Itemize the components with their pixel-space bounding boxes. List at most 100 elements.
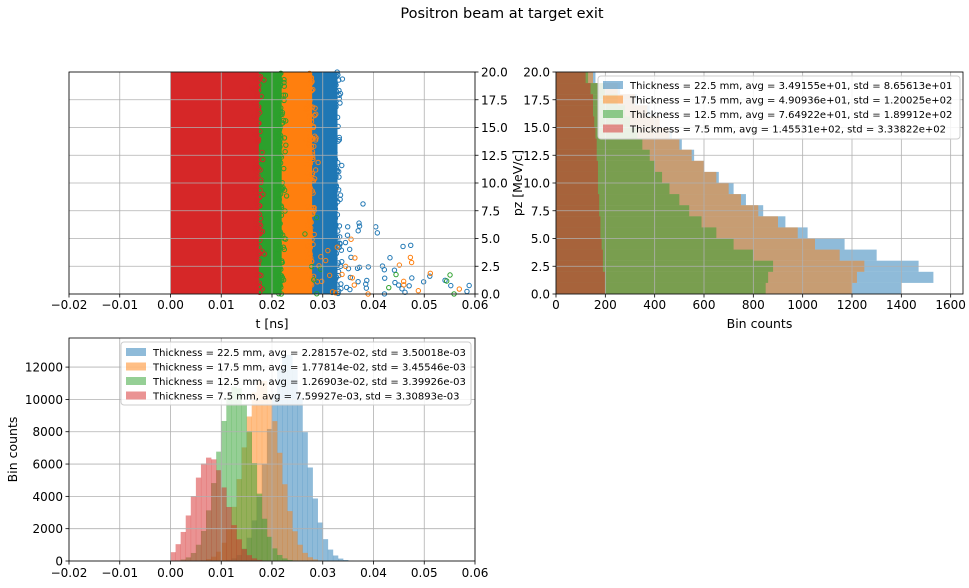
- scatter-point-t17: [415, 288, 422, 294]
- scatter-point-t7: [255, 112, 261, 118]
- pz-hist-bar-t12: [556, 282, 766, 294]
- time-x-tick-label: 0.04: [360, 566, 387, 580]
- time-x-tick-label: 0.06: [462, 566, 489, 580]
- scatter-point-t7: [257, 228, 264, 234]
- scatter-point-t22: [347, 286, 353, 293]
- pz-x-tick-label: 1400: [886, 298, 917, 312]
- time-hist-bar-t12: [261, 518, 268, 561]
- scatter-point-t7: [252, 175, 258, 182]
- pz-hist-bar-t7: [556, 171, 598, 183]
- scatter-point-t12: [281, 135, 288, 141]
- pz-y-tick-label: 20.0: [523, 66, 550, 80]
- scatter-point-t22: [336, 174, 342, 180]
- scatter-point-t22: [337, 234, 343, 240]
- scatter-point-t22: [334, 234, 341, 240]
- scatter-point-t22: [356, 223, 363, 229]
- pz-legend-entry: Thickness = 17.5 mm, avg = 4.90936e+01, …: [629, 96, 952, 107]
- scatter-point-t12: [273, 251, 280, 258]
- pz-hist-bar-t7: [556, 105, 593, 117]
- scatter-point-t12: [280, 117, 287, 124]
- pz-legend-entry: Thickness = 12.5 mm, avg = 7.64922e+01, …: [629, 110, 952, 121]
- scatter-point-t22: [336, 96, 342, 102]
- pz-y-tick-label: 10.0: [523, 177, 550, 191]
- scatter-point-t17: [305, 203, 311, 210]
- scatter-x-tick-label: −0.02: [51, 298, 88, 312]
- scatter-point-t7: [261, 77, 267, 83]
- time-legend-box: [120, 341, 472, 406]
- scatter-point-t22: [332, 204, 338, 210]
- time-hist-bar-t12: [282, 558, 288, 561]
- pz-hist-bar-t7: [556, 238, 602, 250]
- scatter-point-t22: [392, 279, 398, 286]
- scatter-point-t22: [381, 267, 388, 273]
- time-legend-swatch-t12: [126, 377, 146, 385]
- pz-y-tick-label: 15.0: [523, 121, 550, 135]
- time-y-tick-label: 2000: [32, 522, 63, 536]
- scatter-point-t7: [252, 190, 259, 196]
- scatter-point-t22: [360, 201, 366, 207]
- time-hist-bar-t7: [226, 507, 232, 561]
- scatter-point-t22: [346, 246, 353, 253]
- pz-hist-bar-t12: [556, 227, 717, 239]
- scatter-point-t12: [278, 186, 284, 192]
- scatter-point-t7: [255, 73, 261, 79]
- scatter-y-tick-label: 12.5: [481, 149, 508, 163]
- time-hist-bar-t17: [287, 511, 293, 561]
- scatter-point-t22: [364, 277, 370, 284]
- scatter-point-t12: [280, 277, 287, 283]
- time-hist-bar-t12: [256, 493, 263, 561]
- scatter-point-t17: [308, 143, 315, 149]
- time-hist-bar-t7: [195, 477, 202, 561]
- scatter-point-t17: [309, 170, 316, 177]
- scatter-point-t17: [310, 123, 317, 130]
- scatter-point-t22: [391, 267, 398, 273]
- scatter-point-t7: [254, 138, 261, 145]
- time-hist-bar-t17: [312, 559, 318, 561]
- scatter-point-t7: [258, 177, 264, 183]
- scatter-point-t17: [308, 204, 315, 211]
- scatter-point-t22: [332, 156, 338, 163]
- scatter-point-t12: [279, 259, 285, 266]
- scatter-point-t7: [256, 249, 262, 256]
- time-hist-bar-t12: [287, 559, 293, 561]
- scatter-point-t17: [312, 167, 319, 173]
- time-hist-bar-t12: [231, 386, 237, 561]
- scatter-point-t12: [283, 118, 289, 124]
- scatter-point-t17: [351, 282, 357, 288]
- scatter-gridlines: [68, 71, 476, 295]
- scatter-point-t17: [309, 236, 315, 243]
- time-y-tick-label: 12000: [25, 361, 63, 375]
- time-legend: Thickness = 22.5 mm, avg = 2.28157e-02, …: [120, 341, 472, 406]
- scatter-x-tick-label: 0.04: [360, 298, 387, 312]
- pz-hist-bar-t7: [556, 194, 600, 206]
- scatter-point-t22: [342, 239, 349, 246]
- time-hist-bar-t22: [297, 397, 303, 561]
- scatter-point-t12: [282, 92, 289, 98]
- scatter-point-t22: [336, 87, 342, 94]
- scatter-point-t12: [280, 92, 287, 98]
- scatter-point-t17: [304, 222, 311, 229]
- scatter-point-t22: [335, 290, 341, 297]
- scatter-point-t17: [308, 87, 315, 94]
- pz-y-tick-label: 12.5: [523, 149, 550, 163]
- scatter-panel: −0.02 −0.01 0.00 0.01 0.02 0.03 0.04 0.05 0.060.…: [51, 66, 525, 332]
- scatter-point-t12: [277, 191, 284, 197]
- pz-legend-swatch-t7: [603, 124, 623, 133]
- scatter-point-t22: [332, 266, 338, 272]
- scatter-point-t12: [279, 120, 285, 126]
- scatter-point-t22: [374, 230, 381, 236]
- scatter-point-t17: [348, 236, 354, 242]
- figure-title: Positron beam at target exit: [400, 6, 604, 22]
- scatter-y-tick-label: 0.0: [481, 288, 500, 302]
- scatter-point-t12: [280, 244, 287, 250]
- scatter-point-t12: [386, 284, 392, 291]
- time-y-tick-label: 10000: [25, 393, 63, 407]
- time-legend-entry: Thickness = 17.5 mm, avg = 1.77814e-02, …: [152, 363, 466, 374]
- scatter-point-t7: [261, 251, 268, 257]
- scatter-axes-frame: [68, 71, 476, 295]
- scatter-point-t17: [307, 155, 314, 161]
- scatter-point-t12: [275, 113, 282, 120]
- scatter-point-t22: [420, 279, 427, 285]
- scatter-point-t7: [256, 120, 262, 126]
- scatter-point-t12: [278, 105, 284, 111]
